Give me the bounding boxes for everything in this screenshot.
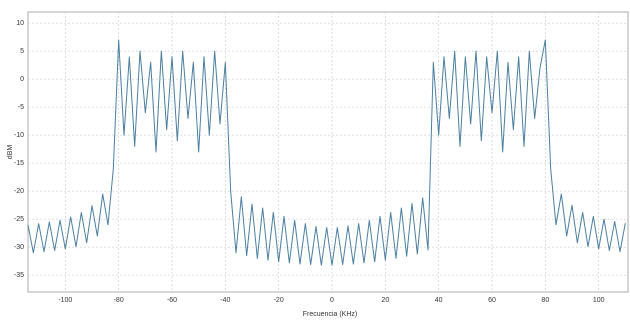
x-tick-label: 20 xyxy=(381,297,389,304)
x-tick-label: 40 xyxy=(435,297,443,304)
x-tick-label: -40 xyxy=(220,297,230,304)
spectrum-line xyxy=(27,39,626,266)
x-tick-label: 100 xyxy=(593,297,605,304)
x-tick-label: 60 xyxy=(488,297,496,304)
y-tick-label: -15 xyxy=(14,160,24,167)
y-tick-label: 10 xyxy=(16,20,24,27)
y-tick-label: -30 xyxy=(14,244,24,251)
plot-area xyxy=(27,11,629,293)
y-tick-label: 0 xyxy=(20,76,24,83)
y-tick-label: -25 xyxy=(14,216,24,223)
x-tick-label: 0 xyxy=(330,297,334,304)
x-axis-label: Frecuencia (KHz) xyxy=(303,311,357,318)
x-tick-label: -60 xyxy=(167,297,177,304)
y-axis-label: dBM xyxy=(7,145,14,160)
y-tick-label: -35 xyxy=(14,272,24,279)
x-tick-label: 80 xyxy=(541,297,549,304)
x-tick-label: -20 xyxy=(274,297,284,304)
y-tick-label: -20 xyxy=(14,188,24,195)
x-tick-label: -100 xyxy=(58,297,72,304)
y-tick-label: 5 xyxy=(20,48,24,55)
y-tick-label: -10 xyxy=(14,132,24,139)
y-tick-label: -5 xyxy=(18,104,24,111)
x-tick-label: -80 xyxy=(114,297,124,304)
